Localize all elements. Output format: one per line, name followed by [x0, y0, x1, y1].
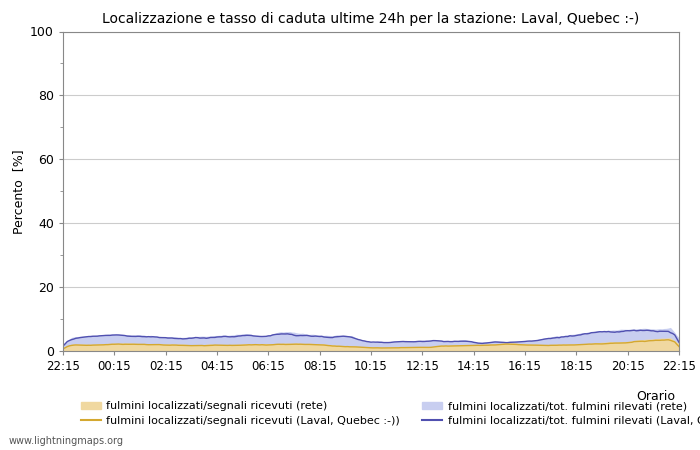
Y-axis label: Percento  [%]: Percento [%] [11, 149, 25, 234]
Text: Orario: Orario [636, 391, 676, 403]
Text: www.lightningmaps.org: www.lightningmaps.org [8, 436, 123, 446]
Legend: fulmini localizzati/segnali ricevuti (rete), fulmini localizzati/segnali ricevut: fulmini localizzati/segnali ricevuti (re… [81, 401, 700, 426]
Title: Localizzazione e tasso di caduta ultime 24h per la stazione: Laval, Quebec :-): Localizzazione e tasso di caduta ultime … [102, 12, 640, 26]
